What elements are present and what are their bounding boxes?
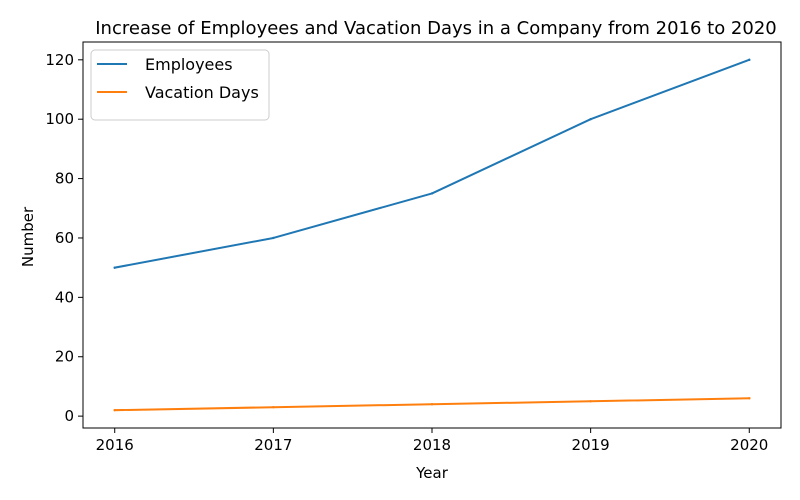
legend-label: Vacation Days <box>145 83 259 102</box>
chart-title: Increase of Employees and Vacation Days … <box>95 18 777 39</box>
y-tick-label: 100 <box>45 110 74 128</box>
x-tick-label: 2017 <box>254 436 292 454</box>
y-tick-label: 40 <box>55 288 74 306</box>
y-tick-label: 80 <box>55 170 74 188</box>
x-tick-label: 2020 <box>730 436 768 454</box>
y-tick-label: 60 <box>55 229 74 247</box>
data-point-1-1 <box>272 406 275 409</box>
data-point-0-2 <box>430 192 434 195</box>
data-point-1-4 <box>748 397 751 400</box>
data-point-1-2 <box>430 403 434 406</box>
y-axis-label: Number <box>19 206 37 267</box>
y-tick-label: 0 <box>64 407 74 425</box>
data-point-1-0 <box>113 408 116 412</box>
y-tick-label: 120 <box>45 51 74 69</box>
y-tick-label: 20 <box>55 348 74 366</box>
legend: Employees Vacation Days <box>90 49 270 121</box>
x-tick-label: 2016 <box>96 436 134 454</box>
data-point-1-3 <box>589 400 592 403</box>
data-point-0-3 <box>589 118 592 121</box>
data-point-0-4 <box>748 58 751 62</box>
legend-label: Employees <box>145 55 233 74</box>
data-point-0-0 <box>113 266 116 269</box>
data-point-0-1 <box>272 236 275 240</box>
x-tick-label: 2018 <box>413 436 451 454</box>
x-axis-label: Year <box>415 464 449 482</box>
x-tick-label: 2019 <box>572 436 610 454</box>
legend-box <box>90 49 270 121</box>
